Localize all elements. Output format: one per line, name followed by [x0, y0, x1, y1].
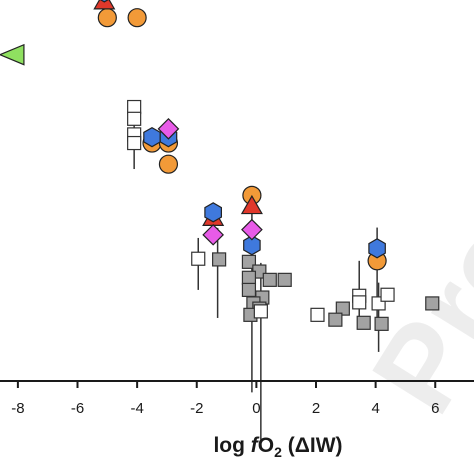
gray-square-point: [356, 315, 371, 330]
open-square-point: [127, 135, 142, 151]
gray-square-point: [335, 301, 350, 316]
gray-square-point: [262, 272, 277, 287]
open-square-point: [380, 287, 395, 302]
open-square-point: [352, 295, 367, 310]
x-tick-label: 6: [431, 400, 439, 417]
x-axis-label-italic: f: [251, 434, 260, 457]
x-tick-label: -6: [71, 400, 84, 417]
x-tick-label: -8: [11, 400, 24, 417]
red-triangle-point: [93, 0, 116, 10]
red-triangle-point: [240, 194, 263, 215]
gray-square-point: [241, 282, 257, 298]
magenta-diamond-point: [241, 218, 263, 241]
x-tick-label: 0: [252, 400, 260, 417]
magenta-diamond-point: [202, 223, 224, 246]
blue-hexagon-point: [99, 0, 109, 3]
x-tick-label: -4: [130, 400, 143, 417]
orange-circle-point: [158, 154, 179, 174]
blue-hexagon-point: [243, 235, 261, 256]
open-square-point: [127, 99, 142, 115]
gray-square-point: [241, 270, 257, 285]
x-axis-label: log fO2 (ΔIW): [213, 434, 342, 460]
gray-square-point: [328, 312, 343, 327]
x-tick-label: -2: [190, 400, 203, 417]
gray-square-point: [212, 252, 227, 267]
open-square-point: [310, 307, 325, 322]
gray-square-point: [241, 254, 257, 269]
green-triangle-point: [0, 43, 25, 66]
x-tick-label: 4: [371, 400, 379, 417]
x-tick-label: 2: [312, 400, 320, 417]
blue-hexagon-point: [143, 127, 161, 148]
gray-square-point: [374, 316, 389, 331]
x-axis-label-prefix: log: [213, 434, 250, 457]
open-square-point: [253, 304, 268, 319]
points-layer: [0, 0, 440, 331]
open-square-point: [127, 111, 142, 126]
x-axis-label-subscript: 2: [274, 444, 282, 460]
orange-circle-point: [127, 8, 147, 28]
x-axis-label-suffix: (ΔIW): [282, 434, 343, 457]
blue-hexagon-point: [204, 202, 222, 223]
gray-square-point: [277, 272, 292, 287]
gray-square-point: [425, 296, 440, 311]
open-square-point: [191, 251, 206, 266]
magenta-diamond-point: [157, 117, 180, 140]
blue-hexagon-point: [368, 238, 386, 259]
x-axis-label-main: O: [258, 434, 274, 457]
watermark-text: Preprint: [347, 0, 474, 435]
orange-circle-point: [97, 8, 117, 28]
x-ticks-layer: -8 -6 -4 -2 0 2 4 6: [11, 381, 439, 417]
